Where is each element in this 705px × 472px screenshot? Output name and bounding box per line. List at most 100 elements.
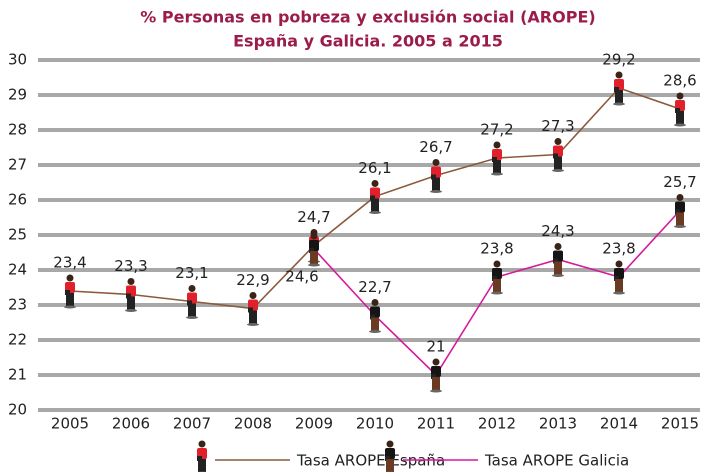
data-label: 26,7 bbox=[419, 138, 452, 156]
person-marker bbox=[125, 278, 137, 312]
x-tick-label: 2013 bbox=[539, 415, 577, 433]
data-label: 24,3 bbox=[541, 222, 574, 240]
legs bbox=[432, 377, 440, 390]
bag bbox=[197, 456, 202, 461]
bag bbox=[614, 276, 619, 281]
head bbox=[310, 232, 318, 240]
data-label: 23,8 bbox=[602, 240, 635, 258]
data-label: 28,6 bbox=[663, 72, 696, 90]
legs bbox=[310, 251, 318, 264]
head bbox=[493, 141, 501, 149]
bag bbox=[385, 456, 390, 461]
legend-label: Tasa AROPE España bbox=[296, 452, 445, 470]
bag bbox=[65, 290, 70, 295]
x-tick-label: 2007 bbox=[173, 415, 211, 433]
legs bbox=[249, 310, 257, 324]
x-tick-label: 2006 bbox=[112, 415, 150, 433]
person-marker bbox=[430, 159, 442, 193]
legs bbox=[127, 296, 135, 310]
person-marker bbox=[613, 260, 625, 295]
person-marker bbox=[430, 358, 442, 393]
head bbox=[66, 274, 74, 282]
person-marker bbox=[369, 180, 381, 214]
shadow bbox=[491, 172, 503, 176]
legs bbox=[66, 293, 74, 306]
y-tick-label: 27 bbox=[8, 156, 27, 174]
legend-icon bbox=[385, 440, 395, 472]
bag bbox=[675, 209, 680, 215]
y-tick-label: 25 bbox=[8, 226, 27, 244]
shadow bbox=[186, 316, 198, 319]
shadow bbox=[674, 123, 686, 127]
data-label: 29,2 bbox=[602, 51, 635, 69]
y-tick-label: 28 bbox=[8, 121, 27, 139]
data-label: 23,8 bbox=[480, 240, 513, 258]
legs bbox=[198, 459, 206, 472]
head bbox=[127, 278, 135, 285]
shadow bbox=[491, 291, 503, 295]
legs bbox=[615, 90, 623, 103]
y-tick-label: 30 bbox=[8, 51, 27, 69]
data-label: 23,3 bbox=[114, 257, 147, 275]
legs bbox=[371, 198, 379, 212]
data-label: 25,7 bbox=[663, 173, 696, 191]
bag bbox=[309, 248, 314, 253]
y-tick-label: 29 bbox=[8, 86, 27, 104]
person-marker bbox=[186, 285, 198, 319]
shadow bbox=[430, 190, 442, 193]
y-tick-label: 26 bbox=[8, 191, 27, 209]
bag bbox=[187, 300, 192, 306]
legs bbox=[554, 156, 562, 170]
bag bbox=[126, 293, 131, 299]
head bbox=[386, 440, 394, 448]
person-marker bbox=[613, 71, 625, 106]
legs bbox=[554, 261, 562, 275]
shadow bbox=[125, 309, 137, 312]
x-tick-label: 2012 bbox=[478, 415, 516, 433]
bag bbox=[431, 174, 436, 180]
head bbox=[676, 194, 684, 201]
bag bbox=[370, 195, 375, 201]
data-label: 26,1 bbox=[358, 159, 391, 177]
x-tick-label: 2010 bbox=[356, 415, 394, 433]
head bbox=[432, 159, 440, 166]
person-marker bbox=[64, 274, 76, 309]
chart-title: % Personas en pobreza y exclusión social… bbox=[140, 8, 595, 27]
y-tick-label: 21 bbox=[8, 366, 27, 384]
data-label: 23,4 bbox=[53, 254, 86, 272]
person-marker bbox=[308, 232, 320, 267]
legs bbox=[493, 279, 501, 292]
shadow bbox=[430, 389, 442, 393]
x-tick-label: 2014 bbox=[600, 415, 638, 433]
person-marker bbox=[247, 292, 259, 326]
legs bbox=[371, 317, 379, 331]
data-label: 22,9 bbox=[236, 271, 269, 289]
legend-icon bbox=[197, 440, 207, 472]
data-label: 24,6 bbox=[285, 268, 318, 286]
legend-label: Tasa AROPE Galicia bbox=[484, 452, 629, 470]
head bbox=[371, 180, 379, 187]
data-label: 27,3 bbox=[541, 117, 574, 135]
head bbox=[198, 440, 206, 448]
data-label: 22,7 bbox=[358, 278, 391, 296]
bag bbox=[248, 307, 253, 313]
legs bbox=[615, 279, 623, 292]
bag bbox=[492, 157, 497, 162]
data-label: 23,1 bbox=[175, 264, 208, 282]
x-tick-label: 2009 bbox=[295, 415, 333, 433]
person-marker bbox=[491, 141, 503, 176]
shadow bbox=[674, 225, 686, 228]
shadow bbox=[552, 274, 564, 277]
shadow bbox=[247, 323, 259, 326]
head bbox=[371, 299, 379, 306]
person-marker bbox=[674, 92, 686, 127]
legs bbox=[386, 459, 394, 472]
x-tick-label: 2011 bbox=[417, 415, 455, 433]
bag bbox=[675, 108, 680, 113]
y-tick-label: 20 bbox=[8, 401, 27, 419]
x-tick-label: 2015 bbox=[661, 415, 699, 433]
shadow bbox=[552, 169, 564, 172]
legs bbox=[188, 303, 196, 317]
head bbox=[554, 138, 562, 145]
